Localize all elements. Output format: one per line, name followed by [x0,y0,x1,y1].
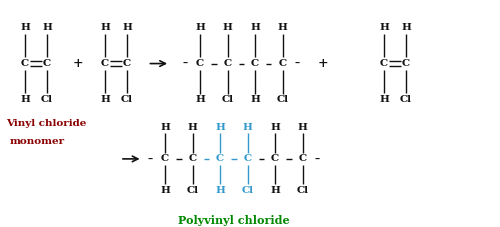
Text: Cl: Cl [41,95,53,104]
Text: C: C [224,59,232,68]
Text: C: C [298,154,306,163]
Text: H: H [270,186,280,195]
Text: C: C [251,59,259,68]
Text: –: – [315,154,320,163]
Text: Cl: Cl [121,95,133,104]
Text: H: H [401,23,411,32]
Text: H: H [20,23,30,32]
Text: H: H [160,123,170,132]
Text: H: H [379,95,389,104]
Text: C: C [21,59,29,68]
Text: H: H [250,23,260,32]
Text: Cl: Cl [400,95,412,104]
Text: H: H [379,23,389,32]
Text: C: C [216,154,224,163]
Text: Cl: Cl [276,95,288,104]
Text: –: – [182,59,188,68]
Text: H: H [160,186,170,195]
Text: H: H [298,123,308,132]
Text: –: – [148,154,152,163]
Text: monomer: monomer [10,137,65,146]
Text: C: C [188,154,196,163]
Text: +: + [72,57,83,70]
Text: C: C [196,59,204,68]
Text: H: H [100,95,110,104]
Text: Cl: Cl [222,95,234,104]
Text: C: C [244,154,252,163]
Text: C: C [101,59,109,68]
Text: Vinyl chloride: Vinyl chloride [6,119,86,128]
Text: H: H [242,123,252,132]
Text: C: C [43,59,51,68]
Text: C: C [402,59,410,68]
Text: C: C [123,59,131,68]
Text: H: H [215,186,225,195]
Text: H: H [270,123,280,132]
Text: Cl: Cl [296,186,308,195]
Text: H: H [195,95,205,104]
Text: C: C [278,59,286,68]
Text: +: + [317,57,328,70]
Text: H: H [122,23,132,32]
Text: –: – [295,59,300,68]
Text: H: H [42,23,52,32]
Text: C: C [271,154,279,163]
Text: C: C [161,154,169,163]
Text: H: H [195,23,205,32]
Text: H: H [20,95,30,104]
Text: H: H [222,23,232,32]
Text: H: H [188,123,198,132]
Text: H: H [100,23,110,32]
Text: H: H [250,95,260,104]
Text: Cl: Cl [242,186,254,195]
Text: C: C [380,59,388,68]
Text: Polyvinyl chloride: Polyvinyl chloride [178,215,290,226]
Text: H: H [215,123,225,132]
Text: Cl: Cl [186,186,198,195]
Text: H: H [278,23,287,32]
